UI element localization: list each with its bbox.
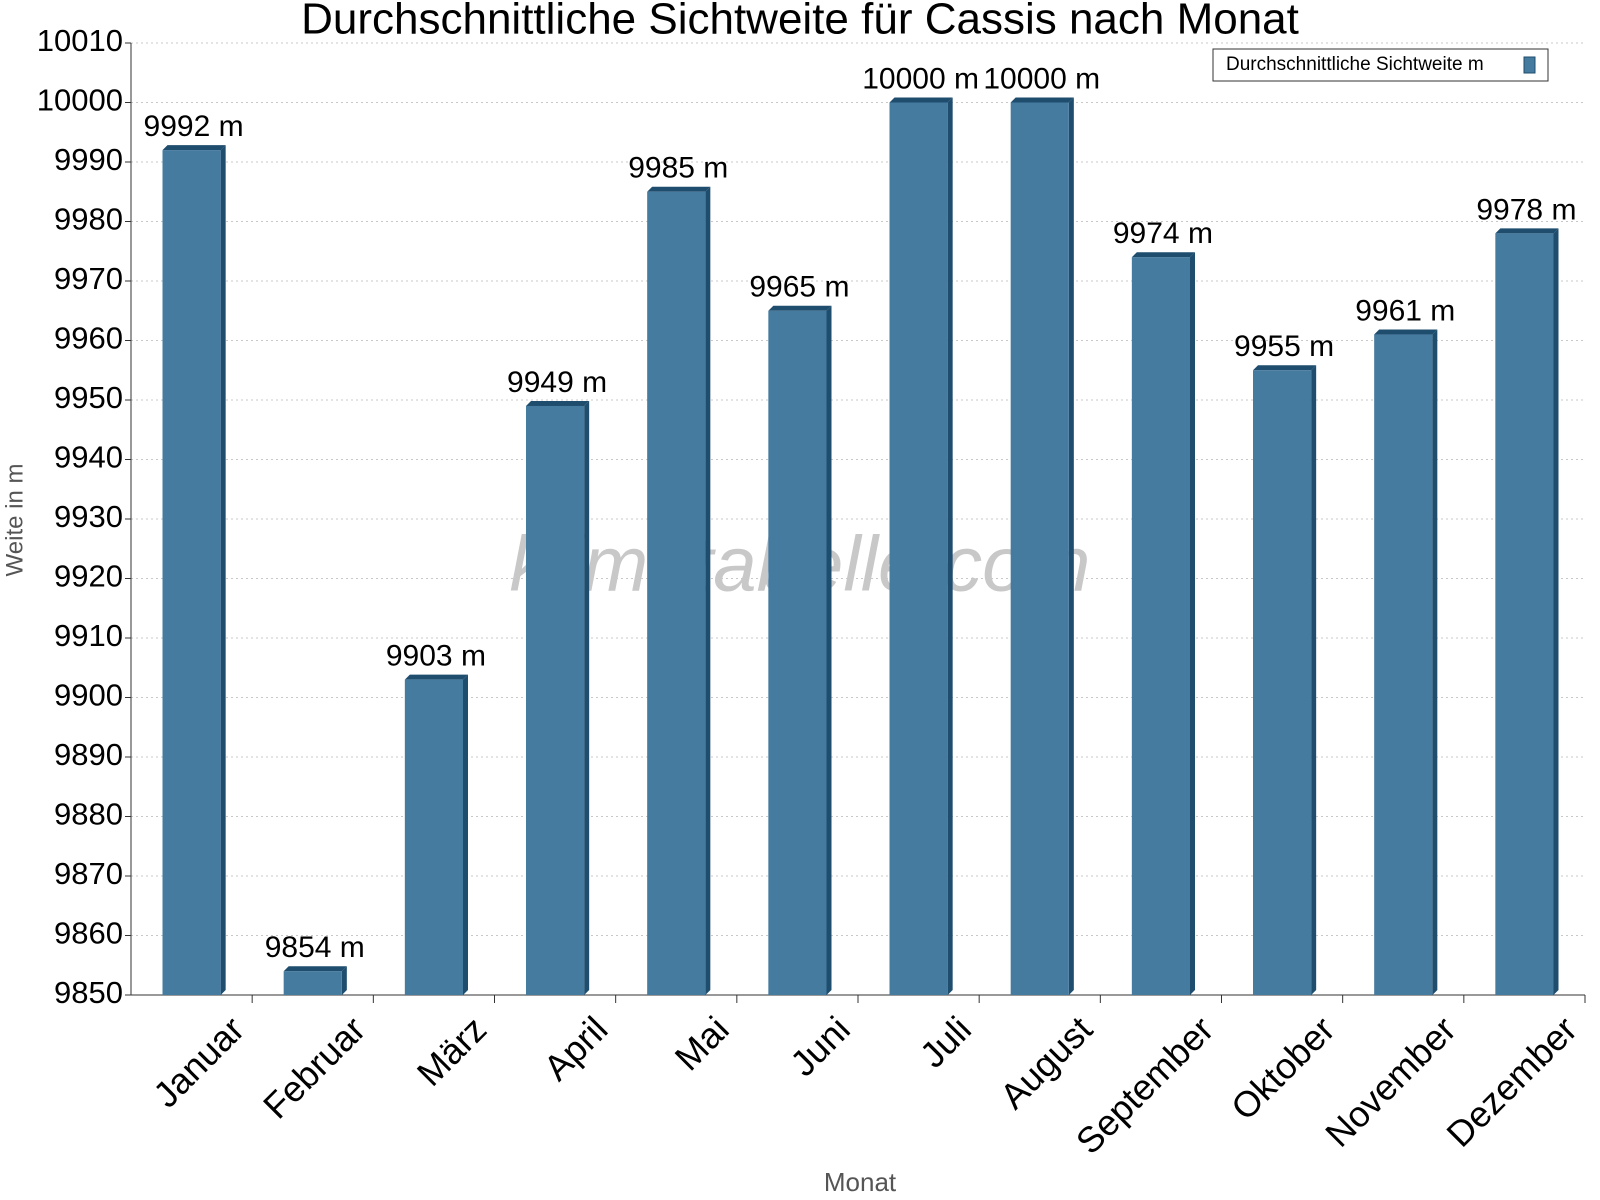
y-tick-label: 9870 [54,856,123,891]
y-tick-label: 9980 [54,202,123,237]
value-label: 9903 m [386,640,486,673]
bar-top [1374,329,1438,335]
y-tick-label: 9930 [54,499,123,534]
bar-top [647,186,711,192]
bar-top [1495,228,1559,234]
y-tick-label: 9880 [54,797,123,832]
value-label: 9974 m [1113,217,1213,250]
x-tick-label: Juni [782,1008,858,1084]
x-tick-label: März [409,1008,495,1094]
x-tick-label: Oktober [1223,1008,1343,1128]
bar-side [1311,365,1317,995]
value-label: 9955 m [1234,330,1334,363]
x-tick-label: November [1317,1008,1463,1154]
bar-side [1432,329,1438,995]
x-tick-label: Februar [255,1008,373,1126]
bar [1495,233,1554,995]
bar-top [526,400,590,406]
bar-top [768,305,832,311]
y-tick-label: 9890 [54,737,123,772]
value-label: 9992 m [144,110,244,143]
y-tick-label: 10000 [37,83,123,118]
x-tick-label: Dezember [1438,1008,1584,1154]
x-tick-label: August [992,1008,1100,1116]
legend-box [1212,48,1549,82]
value-label: 9949 m [507,366,607,399]
bar [1010,102,1069,995]
x-axis-label: Monat [824,1167,897,1197]
x-tick-label: Januar [145,1008,252,1115]
bar-top [889,97,953,103]
bar-side [826,305,832,995]
bar [768,310,827,995]
bar-top [1131,252,1195,258]
bar [889,102,948,995]
legend-label: Durchschnittliche Sichtweite m [1226,54,1484,75]
bar-side [1189,252,1195,995]
bar-top [1253,365,1317,371]
value-label: 9985 m [628,152,728,185]
bar-side [1068,97,1074,995]
y-tick-label: 9920 [54,559,123,594]
bar [1253,370,1312,995]
bar-top [162,145,226,151]
x-tick-label: April [536,1008,616,1088]
y-tick-label: 10010 [37,23,123,58]
x-tick-label: Mai [667,1008,737,1078]
bar [404,679,463,995]
x-tick-label: Juli [912,1008,979,1075]
y-tick-label: 9900 [54,678,123,713]
bar [526,405,585,995]
legend-swatch [1523,56,1536,74]
y-tick-label: 9960 [54,321,123,356]
bar [162,150,221,996]
bar-side [705,186,711,995]
bar [1131,257,1190,995]
value-label: 10000 m [862,62,979,95]
y-tick-label: 9970 [54,261,123,296]
y-tick-label: 9990 [54,142,123,177]
value-label: 9978 m [1476,193,1576,226]
chart-title: Durchschnittliche Sichtweite für Cassis … [301,0,1299,44]
bar-side [220,145,226,996]
value-label: 9854 m [265,931,365,964]
bar-side [1553,228,1559,995]
bar [1374,334,1433,995]
y-axis-label: Weite in m [1,464,28,577]
y-tick-label: 9940 [54,440,123,475]
bar-side [584,400,590,995]
y-tick-label: 9910 [54,618,123,653]
bar-top [404,674,468,680]
value-label: 9965 m [749,271,849,304]
bar-top [1010,97,1074,103]
y-tick-label: 9860 [54,916,123,951]
bar-side [462,674,468,995]
bar-side [341,966,347,995]
bar [647,191,706,995]
bar-side [947,97,953,995]
y-tick-label: 9950 [54,380,123,415]
value-label: 9961 m [1355,294,1455,327]
value-label: 10000 m [983,62,1100,95]
y-tick-label: 9850 [54,975,123,1010]
bar-top [283,966,347,972]
bar [283,971,342,995]
